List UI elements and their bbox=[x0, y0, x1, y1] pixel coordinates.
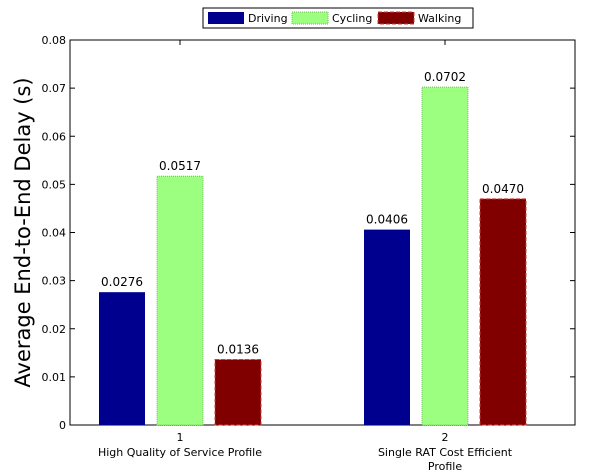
bar-driving bbox=[99, 292, 145, 425]
plot-area: 0 0.01 0.02 0.03 0.04 0.05 0.06 0.07 0.08 1 High Q… bbox=[42, 34, 576, 472]
data-label: 0.0136 bbox=[217, 343, 259, 357]
data-label: 0.0470 bbox=[482, 182, 524, 196]
category-label: Profile bbox=[428, 460, 462, 472]
legend: Driving Cycling Walking bbox=[202, 7, 474, 29]
data-label: 0.0406 bbox=[366, 213, 408, 227]
y-tick-label: 0.02 bbox=[42, 323, 67, 336]
x-tick-label: 2 bbox=[442, 431, 449, 444]
y-axis-label: Average End-to-End Delay (s) bbox=[11, 77, 35, 387]
y-tick-label: 0.06 bbox=[42, 130, 67, 143]
legend-label: Walking bbox=[418, 12, 461, 25]
data-label: 0.0276 bbox=[101, 275, 143, 289]
data-label: 0.0702 bbox=[424, 70, 466, 84]
legend-label: Cycling bbox=[332, 12, 372, 25]
category-label: Single RAT Cost Efficient bbox=[378, 446, 513, 459]
y-tick-label: 0.05 bbox=[42, 178, 67, 191]
y-tick-label: 0.03 bbox=[42, 275, 67, 288]
x-tick-label: 1 bbox=[177, 431, 184, 444]
legend-label: Driving bbox=[248, 12, 288, 25]
y-tick-label: 0 bbox=[59, 419, 66, 432]
bar-walking bbox=[214, 359, 262, 426]
legend-swatch-cycling bbox=[291, 11, 329, 25]
bar-cycling bbox=[421, 86, 469, 426]
data-label: 0.0517 bbox=[159, 159, 201, 173]
y-tick-label: 0.04 bbox=[42, 227, 67, 240]
legend-swatch-walking bbox=[377, 11, 415, 25]
category-label: High Quality of Service Profile bbox=[98, 446, 262, 459]
y-tick-label: 0.01 bbox=[42, 371, 67, 384]
y-tick-label: 0.08 bbox=[42, 34, 67, 47]
legend-swatch-driving bbox=[208, 12, 244, 24]
bar-walking bbox=[479, 198, 527, 426]
bar-driving bbox=[364, 229, 410, 425]
bar-cycling bbox=[156, 175, 204, 426]
y-tick-label: 0.07 bbox=[42, 82, 67, 95]
